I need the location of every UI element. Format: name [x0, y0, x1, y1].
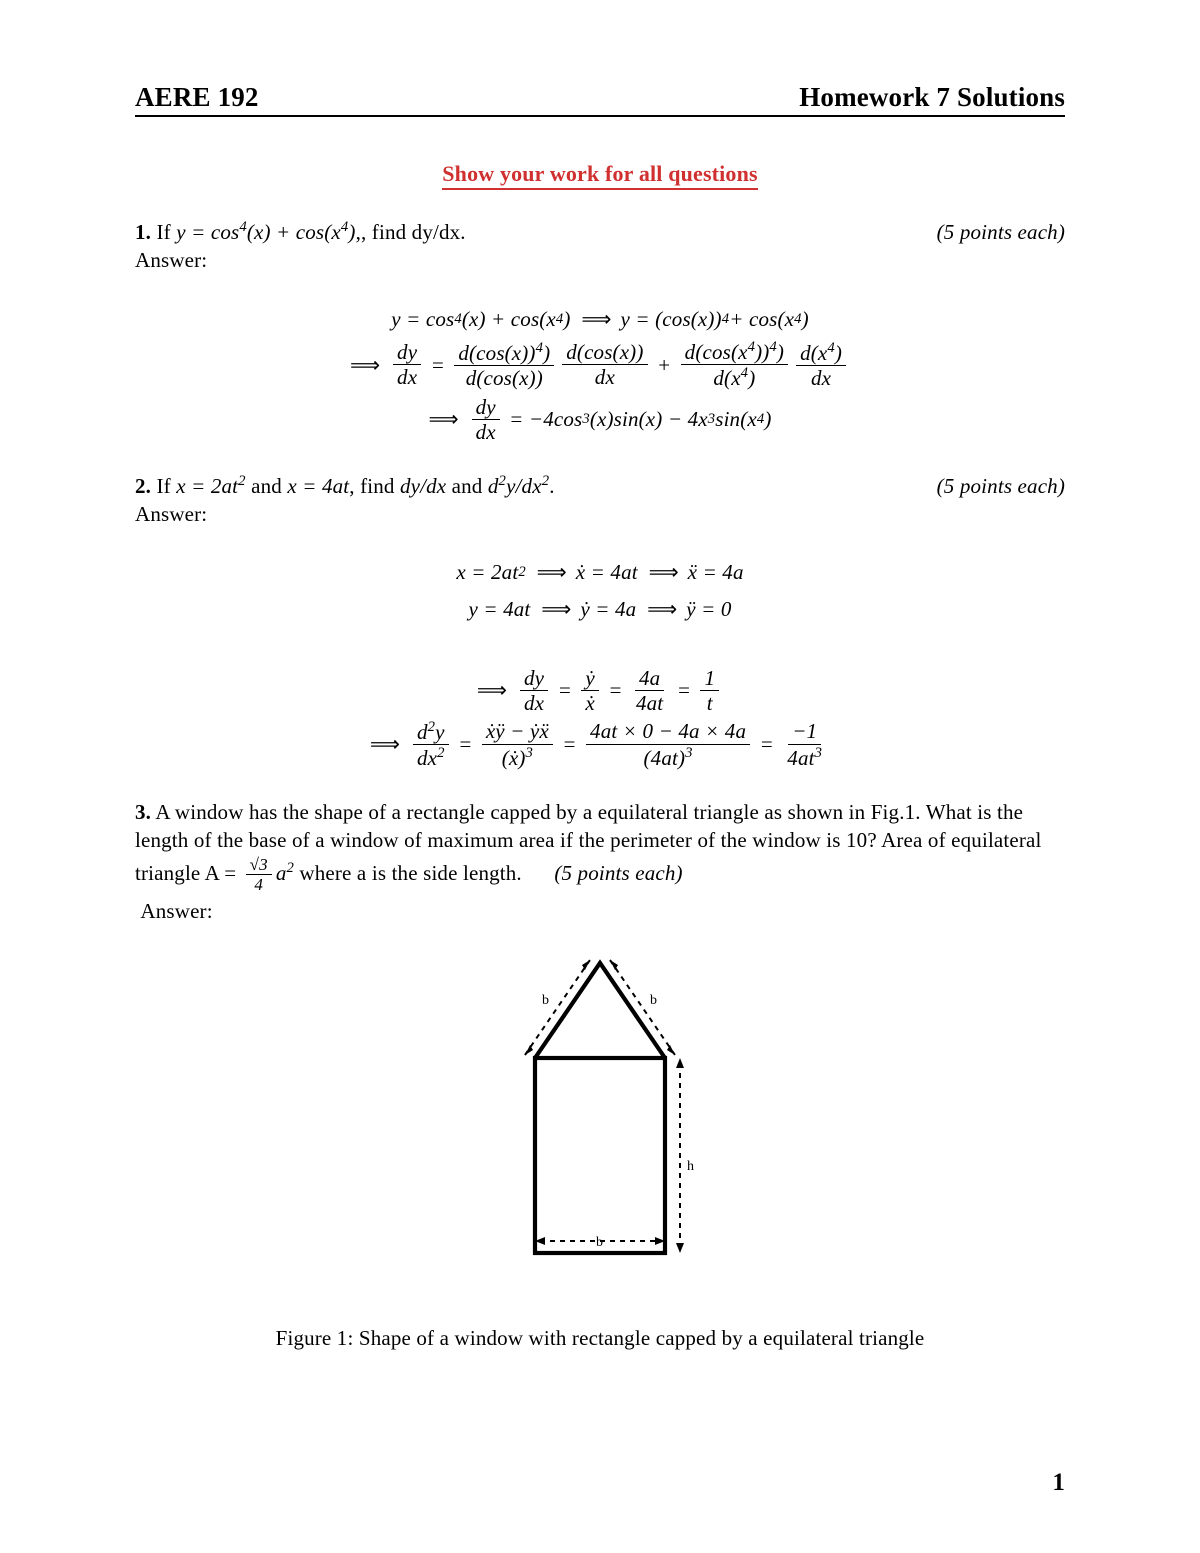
frac-d: 4at: [632, 691, 667, 715]
dim-b-left: b: [525, 960, 590, 1055]
window-rectangle: [535, 1058, 665, 1253]
q2-header: 2. If x = 2at2 and x = 4at, find dy/dx a…: [135, 472, 1065, 500]
q2-text: If x = 2at2 and x = 4at, find dy/dx and …: [157, 474, 555, 498]
frac-n: dy: [520, 666, 548, 691]
implies-icon: ⟹: [649, 556, 678, 589]
subheading-wrap: Show your work for all questions: [135, 161, 1065, 190]
dim-b-right: b: [610, 960, 675, 1055]
page-number: 1: [1052, 1469, 1065, 1497]
frac-n: 1: [700, 666, 719, 691]
dim-b-bottom: b: [535, 1235, 665, 1250]
window-shape-svg: b b b h: [490, 945, 710, 1275]
frac-n: d(cos(x)): [562, 340, 647, 365]
eq-text: ẍ = 4a: [688, 556, 744, 589]
eq-text: ẋ = 4at: [576, 556, 638, 589]
label-b: b: [650, 993, 657, 1008]
q1-text: If y = cos4(x) + cos(x4),, find dy/dx.: [157, 220, 466, 244]
label-b: b: [596, 1235, 603, 1250]
figure-caption: Figure 1: Shape of a window with rectang…: [135, 1326, 1065, 1351]
frac-d: dx: [520, 691, 548, 715]
implies-icon: ⟹: [350, 349, 379, 382]
frac-d: 4: [250, 875, 267, 895]
implies-icon: ⟹: [428, 403, 457, 436]
q3-answer-label: Answer:: [135, 897, 1065, 925]
frac-d: dx: [807, 366, 835, 390]
q3-line-d: where a is the side length.: [294, 861, 522, 885]
q3-text: 3. A window has the shape of a rectangle…: [135, 798, 1065, 895]
frac-d: d(cos(x)): [462, 366, 547, 390]
frac-n: dy: [472, 395, 500, 420]
eq-text: ẏ = 4a: [580, 593, 636, 626]
implies-icon: ⟹: [647, 593, 676, 626]
q2-number: 2.: [135, 474, 151, 498]
q2-points: (5 points each): [937, 472, 1065, 500]
eq-text: ÿ = 0: [686, 593, 731, 626]
label-h: h: [687, 1159, 694, 1174]
frac-d: dx: [472, 420, 500, 444]
implies-icon: ⟹: [370, 728, 399, 761]
course-code: AERE 192: [135, 82, 259, 113]
frac-n: 4a: [635, 666, 664, 691]
q2-answer-label: Answer:: [135, 500, 1065, 528]
frac-d: ẋ: [581, 691, 598, 715]
q1-points: (5 points each): [937, 218, 1065, 246]
frac-n: −1: [788, 719, 821, 744]
q3-line-a: A window has the shape of a rectangle ca…: [155, 800, 920, 824]
implies-icon: ⟹: [541, 593, 570, 626]
q3-points: (5 points each): [554, 861, 682, 885]
dim-h-right: h: [676, 1058, 694, 1253]
implies-icon: ⟹: [477, 674, 506, 707]
page: AERE 192 Homework 7 Solutions Show your …: [0, 0, 1200, 1553]
q3-number: 3.: [135, 800, 151, 824]
subheading: Show your work for all questions: [442, 161, 757, 190]
doc-title: Homework 7 Solutions: [799, 82, 1065, 113]
q1-rest: ,, find dy/dx.: [356, 220, 466, 244]
q2-math-a: x = 2at2 ⟹ẋ = 4at ⟹ẍ = 4a y = 4at ⟹ẏ = 4…: [135, 556, 1065, 625]
page-header: AERE 192 Homework 7 Solutions: [135, 82, 1065, 117]
answer-text: Answer:: [140, 899, 212, 923]
frac-n: ẏ: [581, 666, 598, 691]
q1-header: 1. If y = cos4(x) + cos(x4),, find dy/dx…: [135, 218, 1065, 246]
frac-n: 4at × 0 − 4a × 4a: [586, 719, 750, 744]
label-b: b: [542, 993, 549, 1008]
q2-math-b: ⟹ dydx = ẏẋ = 4a4at = 1t ⟹ d2ydx2 = ẋÿ −…: [135, 666, 1065, 771]
implies-icon: ⟹: [581, 303, 610, 336]
q1-math: y = cos4(x) + cos(x4) ⟹y = (cos(x))4 + c…: [135, 303, 1065, 444]
q1-number: 1.: [135, 220, 151, 244]
q1-if: If: [157, 220, 177, 244]
frac-n: ẋÿ − ẏẍ: [482, 719, 553, 744]
figure-1: b b b h: [135, 945, 1065, 1280]
frac-d: dx: [591, 365, 619, 389]
q1-answer-label: Answer:: [135, 246, 1065, 274]
implies-icon: ⟹: [537, 556, 566, 589]
frac-d: dx: [393, 365, 421, 389]
frac-n: dy: [393, 340, 421, 365]
frac-d: t: [703, 691, 717, 715]
eq-text: y = 4at: [468, 593, 530, 626]
